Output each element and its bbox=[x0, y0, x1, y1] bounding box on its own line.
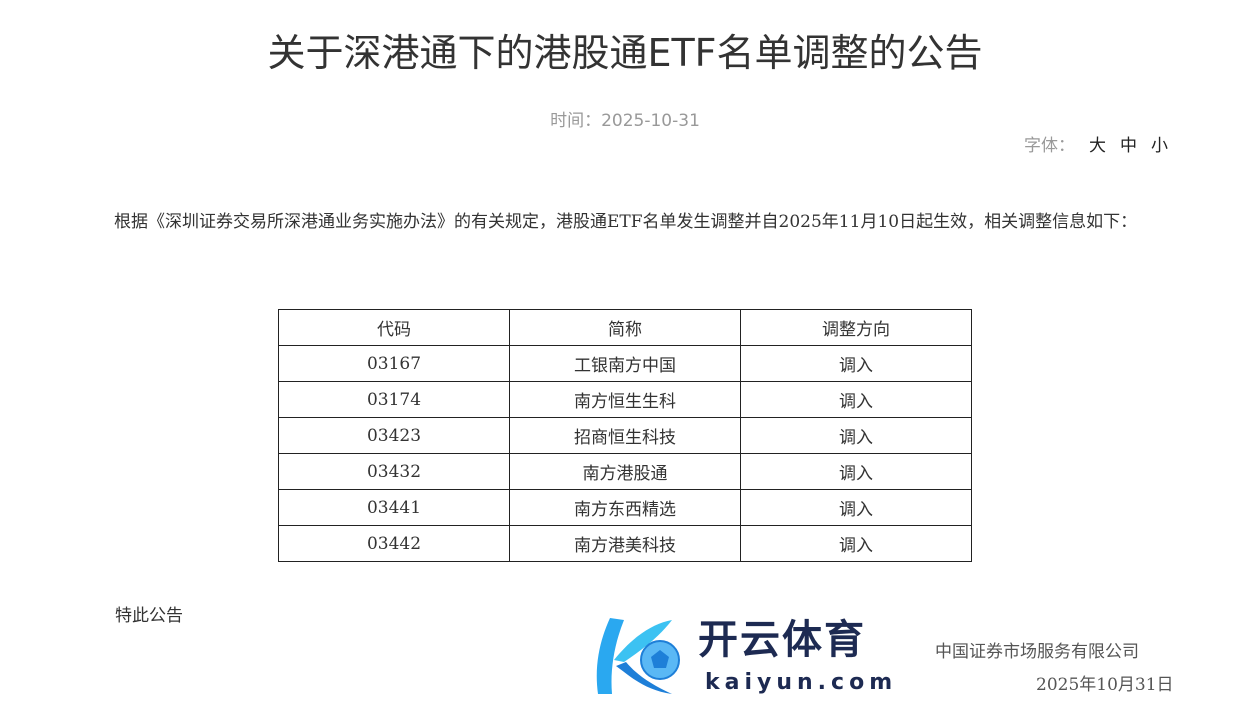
table-row: 03432 南方港股通 调入 bbox=[278, 453, 972, 490]
direction-cell: 调入 bbox=[740, 453, 972, 490]
etf-table: 代码 简称 调整方向 03167 工银南方中国 调入 03174 南方恒生生科 调入 034… bbox=[278, 309, 972, 562]
closing-text: 特此公告 bbox=[115, 606, 183, 626]
direction-cell: 调入 bbox=[740, 381, 972, 418]
header-cell: 简称 bbox=[509, 309, 741, 346]
direction-cell: 调入 bbox=[740, 489, 972, 526]
name-cell: 工银南方中国 bbox=[509, 345, 741, 382]
name-cell: 南方港股通 bbox=[509, 453, 741, 490]
table-row: 03174 南方恒生生科 调入 bbox=[278, 381, 972, 418]
font-large-button[interactable]: 大 bbox=[1089, 136, 1106, 156]
header-cell: 调整方向 bbox=[740, 309, 972, 346]
table-row: 03167 工银南方中国 调入 bbox=[278, 345, 972, 382]
font-small-button[interactable]: 小 bbox=[1151, 136, 1168, 156]
body-paragraph: 根据《深圳证券交易所深港通业务实施办法》的有关规定，港股通ETF名单发生调整并自… bbox=[114, 212, 1138, 232]
code-cell: 03442 bbox=[278, 525, 510, 562]
name-cell: 南方港美科技 bbox=[509, 525, 741, 562]
table-row: 03423 招商恒生科技 调入 bbox=[278, 417, 972, 454]
code-cell: 03174 bbox=[278, 381, 510, 418]
table-row: 03441 南方东西精选 调入 bbox=[278, 489, 972, 526]
font-size-switcher: 字体： 大中小 bbox=[1024, 131, 1168, 156]
header-cell: 代码 bbox=[278, 309, 510, 346]
direction-cell: 调入 bbox=[740, 345, 972, 382]
code-cell: 03167 bbox=[278, 345, 510, 382]
name-cell: 南方东西精选 bbox=[509, 489, 741, 526]
publish-time: 时间：2025-10-31 bbox=[550, 111, 700, 131]
watermark-logo: 开云体育 kaiyun.com bbox=[580, 610, 892, 700]
signature: 中国证券市场服务有限公司 bbox=[935, 642, 1139, 662]
watermark-brand-en: kaiyun.com bbox=[705, 670, 898, 695]
watermark-brand-cn: 开云体育 bbox=[698, 617, 866, 663]
name-cell: 南方恒生生科 bbox=[509, 381, 741, 418]
font-size-label: 字体： bbox=[1024, 136, 1075, 156]
table-header-row: 代码 简称 调整方向 bbox=[278, 309, 972, 346]
k-logo-icon bbox=[596, 618, 680, 694]
direction-cell: 调入 bbox=[740, 525, 972, 562]
signature-date: 2025年10月31日 bbox=[1036, 675, 1174, 695]
table-row: 03442 南方港美科技 调入 bbox=[278, 525, 972, 562]
page-title: 关于深港通下的港股通ETF名单调整的公告 bbox=[267, 31, 983, 75]
code-cell: 03423 bbox=[278, 417, 510, 454]
code-cell: 03432 bbox=[278, 453, 510, 490]
direction-cell: 调入 bbox=[740, 417, 972, 454]
code-cell: 03441 bbox=[278, 489, 510, 526]
font-medium-button[interactable]: 中 bbox=[1120, 136, 1137, 156]
name-cell: 招商恒生科技 bbox=[509, 417, 741, 454]
